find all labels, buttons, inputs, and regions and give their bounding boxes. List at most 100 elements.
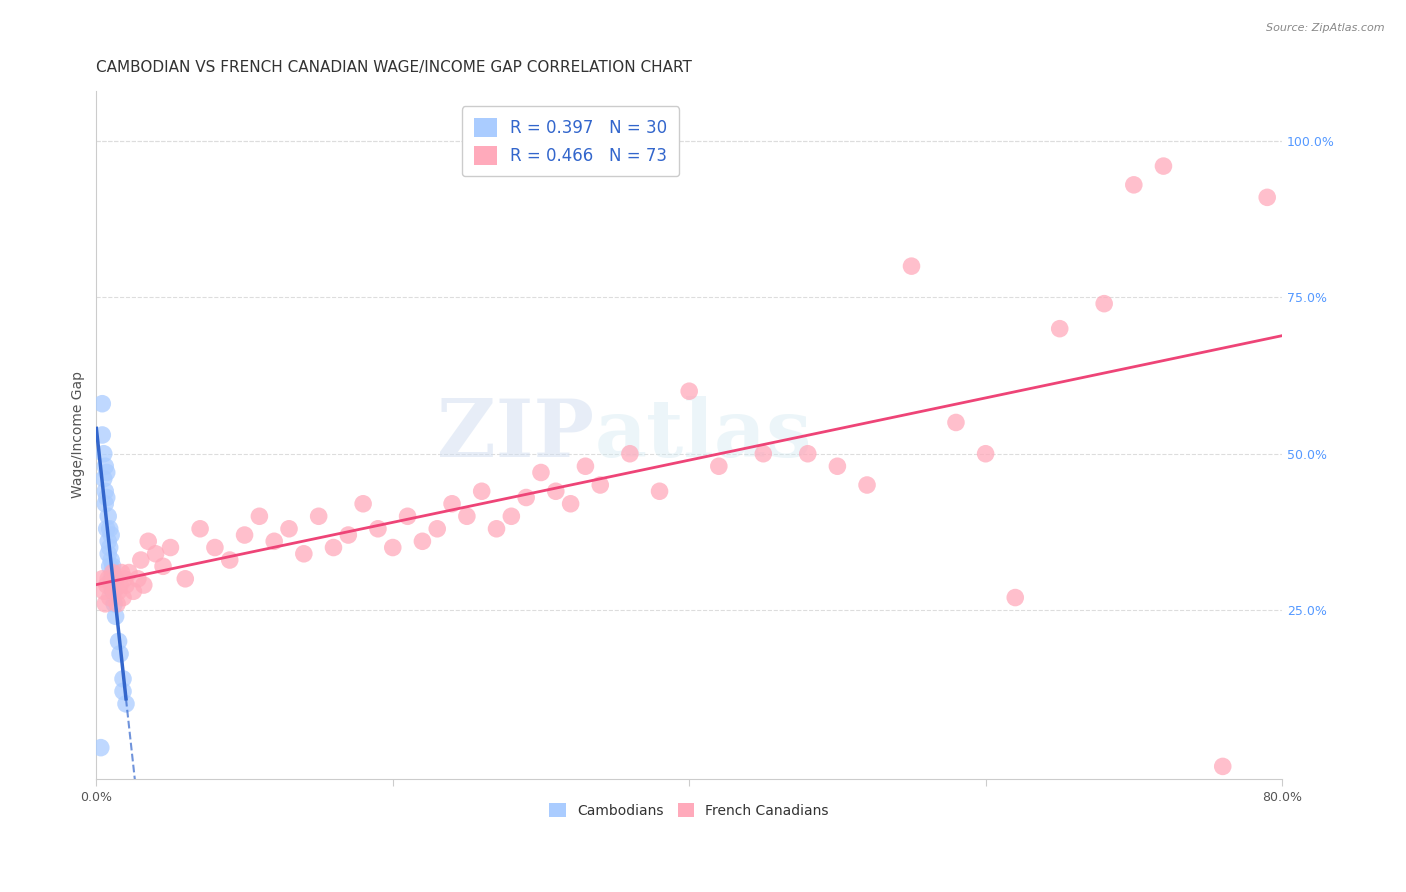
- Point: [188, 522, 211, 536]
- Point: [1004, 591, 1026, 605]
- Point: [96, 522, 118, 536]
- Point: [352, 497, 374, 511]
- Point: [678, 384, 700, 399]
- Point: [104, 609, 127, 624]
- Point: [97, 547, 120, 561]
- Point: [411, 534, 433, 549]
- Point: [233, 528, 256, 542]
- Text: atlas: atlas: [595, 396, 811, 474]
- Point: [94, 497, 117, 511]
- Point: [94, 597, 117, 611]
- Point: [530, 466, 553, 480]
- Point: [322, 541, 344, 555]
- Point: [367, 522, 389, 536]
- Point: [501, 509, 523, 524]
- Point: [101, 559, 124, 574]
- Point: [648, 484, 671, 499]
- Point: [174, 572, 197, 586]
- Point: [136, 534, 159, 549]
- Point: [96, 466, 118, 480]
- Point: [129, 553, 152, 567]
- Point: [91, 397, 114, 411]
- Point: [103, 572, 125, 586]
- Point: [292, 547, 315, 561]
- Point: [247, 509, 270, 524]
- Point: [100, 572, 122, 586]
- Point: [127, 572, 149, 586]
- Point: [118, 566, 141, 580]
- Point: [132, 578, 155, 592]
- Point: [426, 522, 449, 536]
- Point: [112, 672, 135, 686]
- Point: [91, 428, 114, 442]
- Point: [115, 697, 138, 711]
- Point: [1049, 321, 1071, 335]
- Point: [93, 472, 115, 486]
- Point: [103, 597, 125, 611]
- Point: [560, 497, 582, 511]
- Point: [827, 459, 849, 474]
- Point: [115, 578, 138, 592]
- Point: [974, 447, 997, 461]
- Point: [112, 591, 135, 605]
- Point: [471, 484, 494, 499]
- Point: [945, 416, 967, 430]
- Point: [752, 447, 775, 461]
- Point: [108, 647, 131, 661]
- Point: [94, 459, 117, 474]
- Point: [96, 491, 118, 505]
- Point: [98, 591, 121, 605]
- Point: [98, 559, 121, 574]
- Point: [93, 447, 115, 461]
- Text: ZIP: ZIP: [437, 396, 595, 474]
- Point: [103, 584, 125, 599]
- Point: [108, 578, 131, 592]
- Point: [101, 584, 124, 599]
- Point: [100, 578, 122, 592]
- Point: [308, 509, 330, 524]
- Point: [98, 522, 121, 536]
- Point: [263, 534, 285, 549]
- Point: [91, 572, 114, 586]
- Point: [1122, 178, 1144, 192]
- Point: [104, 572, 127, 586]
- Point: [107, 634, 129, 648]
- Point: [797, 447, 820, 461]
- Point: [152, 559, 174, 574]
- Text: CAMBODIAN VS FRENCH CANADIAN WAGE/INCOME GAP CORRELATION CHART: CAMBODIAN VS FRENCH CANADIAN WAGE/INCOME…: [97, 60, 692, 75]
- Point: [1256, 190, 1278, 204]
- Point: [98, 541, 121, 555]
- Point: [100, 528, 122, 542]
- Point: [101, 566, 124, 580]
- Point: [515, 491, 537, 505]
- Point: [90, 740, 112, 755]
- Legend: Cambodians, French Canadians: Cambodians, French Canadians: [544, 797, 835, 823]
- Point: [97, 534, 120, 549]
- Point: [159, 541, 181, 555]
- Point: [856, 478, 879, 492]
- Point: [1212, 759, 1234, 773]
- Point: [441, 497, 464, 511]
- Point: [456, 509, 478, 524]
- Point: [619, 447, 641, 461]
- Text: Source: ZipAtlas.com: Source: ZipAtlas.com: [1267, 23, 1385, 33]
- Point: [96, 578, 118, 592]
- Point: [122, 584, 145, 599]
- Point: [97, 509, 120, 524]
- Point: [97, 572, 120, 586]
- Point: [337, 528, 360, 542]
- Point: [485, 522, 508, 536]
- Point: [589, 478, 612, 492]
- Point: [145, 547, 167, 561]
- Point: [381, 541, 404, 555]
- Point: [93, 584, 115, 599]
- Point: [544, 484, 567, 499]
- Y-axis label: Wage/Income Gap: Wage/Income Gap: [72, 371, 86, 499]
- Point: [396, 509, 419, 524]
- Point: [107, 584, 129, 599]
- Point: [94, 484, 117, 499]
- Point: [1152, 159, 1174, 173]
- Point: [100, 553, 122, 567]
- Point: [105, 597, 128, 611]
- Point: [574, 459, 596, 474]
